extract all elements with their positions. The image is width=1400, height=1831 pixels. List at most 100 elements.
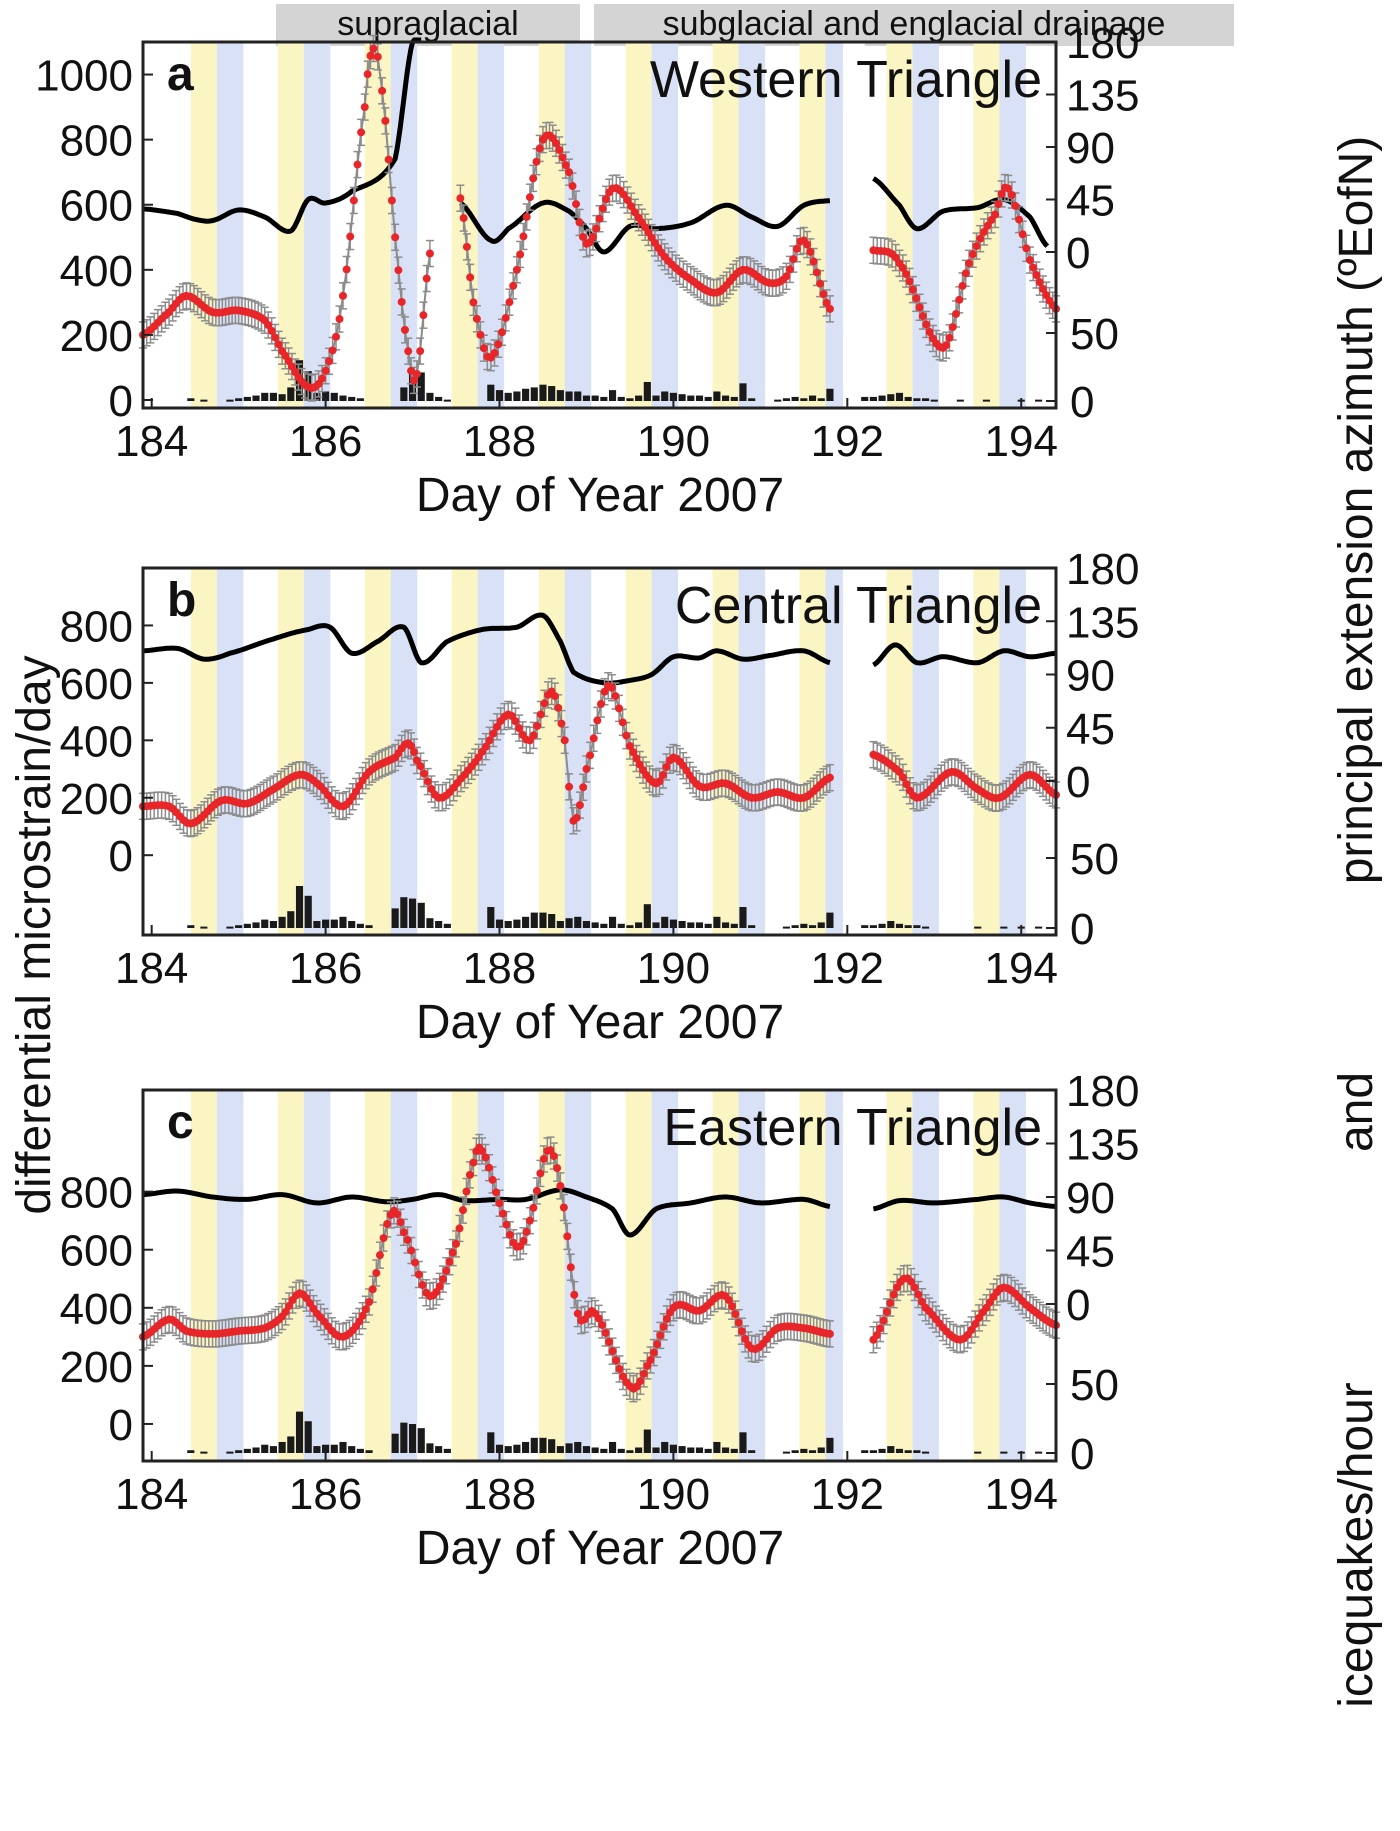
icequake-bar (522, 916, 530, 928)
strain-point (594, 1314, 603, 1323)
strain-point (592, 224, 601, 233)
strain-point (565, 168, 574, 177)
icequake-bar (435, 921, 443, 928)
strain-point (498, 1209, 507, 1218)
icequake-bar (417, 1428, 425, 1453)
strain-tick-label: 800 (60, 602, 133, 651)
icequake-bar (826, 388, 834, 401)
icequake-bar (565, 391, 573, 401)
icequake-bar (808, 925, 817, 928)
strain-point (519, 232, 528, 241)
strain-point (529, 1203, 538, 1212)
icequake-bar (722, 1447, 730, 1453)
icequake-bar (600, 923, 608, 928)
strain-point (968, 250, 977, 259)
icequake-bar (295, 1411, 304, 1453)
x-tick-label: 192 (811, 944, 884, 993)
strain-point (519, 1236, 528, 1245)
azimuth-tick-label: 90 (1066, 652, 1115, 701)
azimuth-tick-label: 135 (1066, 72, 1139, 121)
night-band (564, 1090, 592, 1461)
strain-point (658, 770, 667, 779)
icequake-bar (226, 399, 234, 402)
strain-point (549, 1152, 558, 1161)
strain-tick-label: 400 (60, 717, 133, 766)
strain-point (536, 1169, 545, 1178)
icequake-bar (687, 922, 695, 928)
azimuth-tick-label: 45 (1066, 1228, 1115, 1277)
icequake-bar (774, 399, 782, 402)
strain-point (972, 242, 981, 251)
icequake-bar (878, 1448, 886, 1453)
strain-point (397, 297, 406, 306)
strain-point (632, 754, 641, 763)
strain-point (485, 736, 494, 745)
icequake-bar (626, 925, 634, 928)
night-band (738, 42, 766, 408)
azimuth-tick-label: 45 (1066, 705, 1115, 754)
strain-point (589, 734, 598, 743)
icequake-bar (617, 396, 625, 401)
strain-point (485, 1163, 494, 1172)
strain-point (427, 785, 436, 794)
strain-point (465, 1170, 474, 1179)
strain-point (383, 1219, 392, 1228)
strain-point (481, 1153, 490, 1162)
strain-axis-ticks: 0 200 400 600 800 (60, 1169, 153, 1450)
strain-point (522, 1227, 531, 1236)
strain-point (512, 265, 521, 274)
strain-point (629, 748, 638, 757)
icequake-bar (748, 925, 756, 928)
icequake-bar (626, 398, 634, 401)
strain-point (462, 242, 471, 251)
strain-tick-label: 800 (60, 1169, 133, 1218)
right-axis-label-azimuth: principal extension azimuth (ºEofN) (1330, 136, 1383, 885)
icequake-bar (817, 398, 825, 401)
icequake-bar (400, 897, 408, 928)
icequake-bar (878, 395, 886, 401)
icequake-bar (278, 916, 286, 928)
x-axis-label: Day of Year 2007 (416, 469, 784, 522)
icequake-bar (913, 398, 921, 401)
strain-point (494, 340, 503, 349)
icequake-bar (913, 1450, 921, 1453)
x-tick-label: 194 (985, 944, 1058, 993)
strain-point (898, 773, 907, 782)
strain-point (908, 285, 917, 294)
icequake-bar (530, 1437, 538, 1453)
strain-point (598, 1320, 607, 1329)
x-tick-label: 184 (115, 1470, 188, 1519)
strain-point (958, 281, 967, 290)
icequake-bar (522, 1441, 530, 1453)
icequake-bar (669, 392, 677, 401)
strain-point (572, 813, 581, 822)
icequake-bar (591, 922, 599, 928)
icequake-bar (339, 916, 347, 928)
strain-point (479, 344, 488, 353)
icequake-bar (574, 1441, 582, 1453)
icequake-bar (287, 1436, 295, 1453)
icequake-bar (591, 395, 599, 401)
strain-point (945, 333, 954, 342)
x-axis-ticks: 184 186 188 190 192 194 (115, 398, 1058, 466)
icequake-bar (582, 921, 591, 928)
icequake-bar (722, 922, 730, 928)
icequake-bar (652, 922, 660, 928)
icequake-bar (635, 395, 643, 401)
icequake-bar (574, 916, 582, 928)
strain-point (399, 1228, 408, 1237)
strain-point (416, 762, 425, 771)
strain-tick-label: 0 (109, 377, 133, 426)
night-band (216, 1090, 244, 1461)
strain-point (414, 1270, 423, 1279)
icequake-bar (669, 1444, 677, 1453)
icequake-bar (887, 394, 895, 401)
icequake-bar (904, 396, 912, 401)
icequake-bar (591, 1447, 599, 1453)
strain-point (516, 250, 525, 259)
strain-point (961, 269, 970, 278)
night-band (912, 568, 939, 935)
icequake-bar (713, 1441, 721, 1453)
strain-point (546, 1146, 555, 1155)
